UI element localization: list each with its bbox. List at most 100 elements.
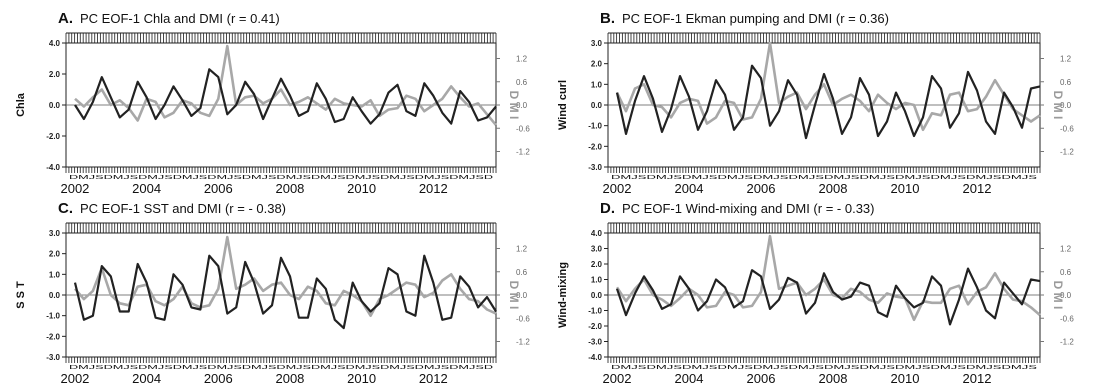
panel-b: B. PC EOF-1 Ekman pumping and DMI (r = 0.… [557, 10, 1074, 196]
panel-letter: B. [600, 10, 615, 27]
y-axis-label-left: Wind curl [557, 80, 569, 130]
year-label: 2012 [963, 371, 992, 386]
left-tick-label: -4.0 [588, 353, 602, 362]
year-label: 2006 [204, 181, 233, 196]
panel-title: PC EOF-1 Ekman pumping and DMI (r = 0.36… [622, 11, 889, 26]
year-label: 2004 [675, 371, 704, 386]
panel-letter: A. [58, 10, 73, 27]
left-tick-label: -2.0 [46, 332, 60, 341]
right-tick-label: 0.6 [1060, 78, 1072, 87]
left-tick-label: 2.0 [49, 70, 61, 79]
right-tick-label: -0.6 [516, 124, 530, 133]
left-tick-label: 1.0 [591, 276, 603, 285]
right-tick-label: -0.6 [516, 314, 530, 323]
year-label: 2006 [747, 371, 776, 386]
right-tick-label: 0.0 [516, 291, 528, 300]
panel-letter: C. [58, 200, 73, 217]
right-tick-label: 0.0 [1060, 101, 1072, 110]
series-line-black [73, 254, 497, 330]
year-label: 2002 [603, 181, 632, 196]
right-tick-label: -1.2 [516, 148, 530, 157]
year-label: 2006 [204, 371, 233, 386]
right-tick-label: 0.6 [516, 78, 528, 87]
left-tick-label: -1.0 [588, 307, 602, 316]
bottom-tick-strip [607, 357, 1041, 363]
year-label: 2012 [419, 181, 448, 196]
y-axis-label-right: D M I [1051, 91, 1065, 120]
left-tick-label: 2.0 [591, 60, 603, 69]
left-tick-label: 0.0 [49, 291, 61, 300]
left-tick-label: 1.0 [49, 270, 61, 279]
panel-a: A. PC EOF-1 Chla and DMI (r = 0.41) 4.0 2.0… [15, 10, 530, 196]
left-tick-label: 0.0 [49, 101, 61, 110]
series-line-black [615, 267, 1041, 326]
series-line-gray [74, 235, 497, 318]
panel-title: PC EOF-1 SST and DMI (r = - 0.38) [80, 201, 286, 216]
left-tick-label: 4.0 [49, 39, 61, 48]
year-label: 2004 [675, 181, 704, 196]
left-tick-label: 2.0 [591, 260, 603, 269]
year-label: 2010 [347, 371, 376, 386]
left-tick-label: 0.0 [591, 291, 603, 300]
right-tick-label: 0.6 [1060, 268, 1072, 277]
right-tick-label: -1.2 [1060, 148, 1074, 157]
month-labels: DMJSDMJSDMJSDMJSDMJSDMJSDMJSDMJSDMJSDMJS… [69, 365, 493, 371]
series-line-gray [615, 234, 1041, 322]
year-label: 2012 [419, 371, 448, 386]
right-tick-label: 1.2 [1060, 55, 1072, 64]
bottom-tick-strip [65, 357, 497, 363]
left-tick-label: -1.0 [46, 312, 60, 321]
right-tick-label: -1.2 [516, 338, 530, 347]
year-label: 2008 [819, 181, 848, 196]
left-tick-label: 4.0 [591, 229, 603, 238]
right-tick-label: -0.6 [1060, 124, 1074, 133]
year-label: 2002 [60, 181, 89, 196]
right-tick-label: 0.0 [1060, 291, 1072, 300]
y-axis-label-right: D M I [507, 281, 521, 310]
left-tick-label: 3.0 [49, 229, 61, 238]
left-tick-label: 3.0 [591, 245, 603, 254]
series-line-gray [615, 41, 1041, 132]
right-tick-label: 0.6 [516, 268, 528, 277]
year-label: 2002 [60, 371, 89, 386]
left-tick-label: 2.0 [49, 250, 61, 259]
month-labels: DMJSDMJSDMJSDMJSDMJSDMJSDMJSDMJSDMJSDMJS… [69, 175, 493, 181]
year-label: 2010 [891, 371, 920, 386]
year-label: 2002 [603, 371, 632, 386]
left-tick-label: 3.0 [591, 39, 603, 48]
top-tick-strip [65, 223, 497, 233]
top-tick-strip [65, 33, 497, 43]
right-tick-label: 1.2 [1060, 245, 1072, 254]
left-tick-label: -1.0 [588, 122, 602, 131]
y-axis-label-left: Chla [15, 92, 27, 117]
left-tick-label: -3.0 [588, 338, 602, 347]
series-line-black [615, 64, 1041, 140]
series-line-gray [74, 44, 497, 126]
panel-title: PC EOF-1 Chla and DMI (r = 0.41) [80, 11, 280, 26]
left-tick-label: -4.0 [46, 163, 60, 172]
bottom-tick-strip [607, 167, 1041, 173]
year-label: 2008 [275, 181, 304, 196]
left-tick-label: -2.0 [46, 132, 60, 141]
y-axis-label-left: Wind-mixing [557, 262, 569, 328]
right-tick-label: -0.6 [1060, 314, 1074, 323]
right-tick-label: 1.2 [516, 55, 528, 64]
month-labels: DMJSDMJSDMJSDMJSDMJSDMJSDMJSDMJSDMJSDMJS… [611, 365, 1038, 371]
year-label: 2004 [132, 371, 161, 386]
year-label: 2010 [347, 181, 376, 196]
left-tick-label: 1.0 [591, 80, 603, 89]
year-label: 2008 [819, 371, 848, 386]
left-tick-label: -2.0 [588, 142, 602, 151]
top-tick-strip [607, 223, 1041, 233]
bottom-tick-strip [65, 167, 497, 173]
year-label: 2010 [891, 181, 920, 196]
year-label: 2006 [747, 181, 776, 196]
year-label: 2008 [275, 371, 304, 386]
right-tick-label: 1.2 [516, 245, 528, 254]
y-axis-label-right: D M I [1051, 281, 1065, 310]
left-tick-label: -3.0 [588, 163, 602, 172]
top-tick-strip [607, 33, 1041, 43]
panel-d: D. PC EOF-1 Wind-mixing and DMI (r = - 0.… [557, 200, 1074, 386]
panel-title: PC EOF-1 Wind-mixing and DMI (r = - 0.33… [622, 201, 874, 216]
